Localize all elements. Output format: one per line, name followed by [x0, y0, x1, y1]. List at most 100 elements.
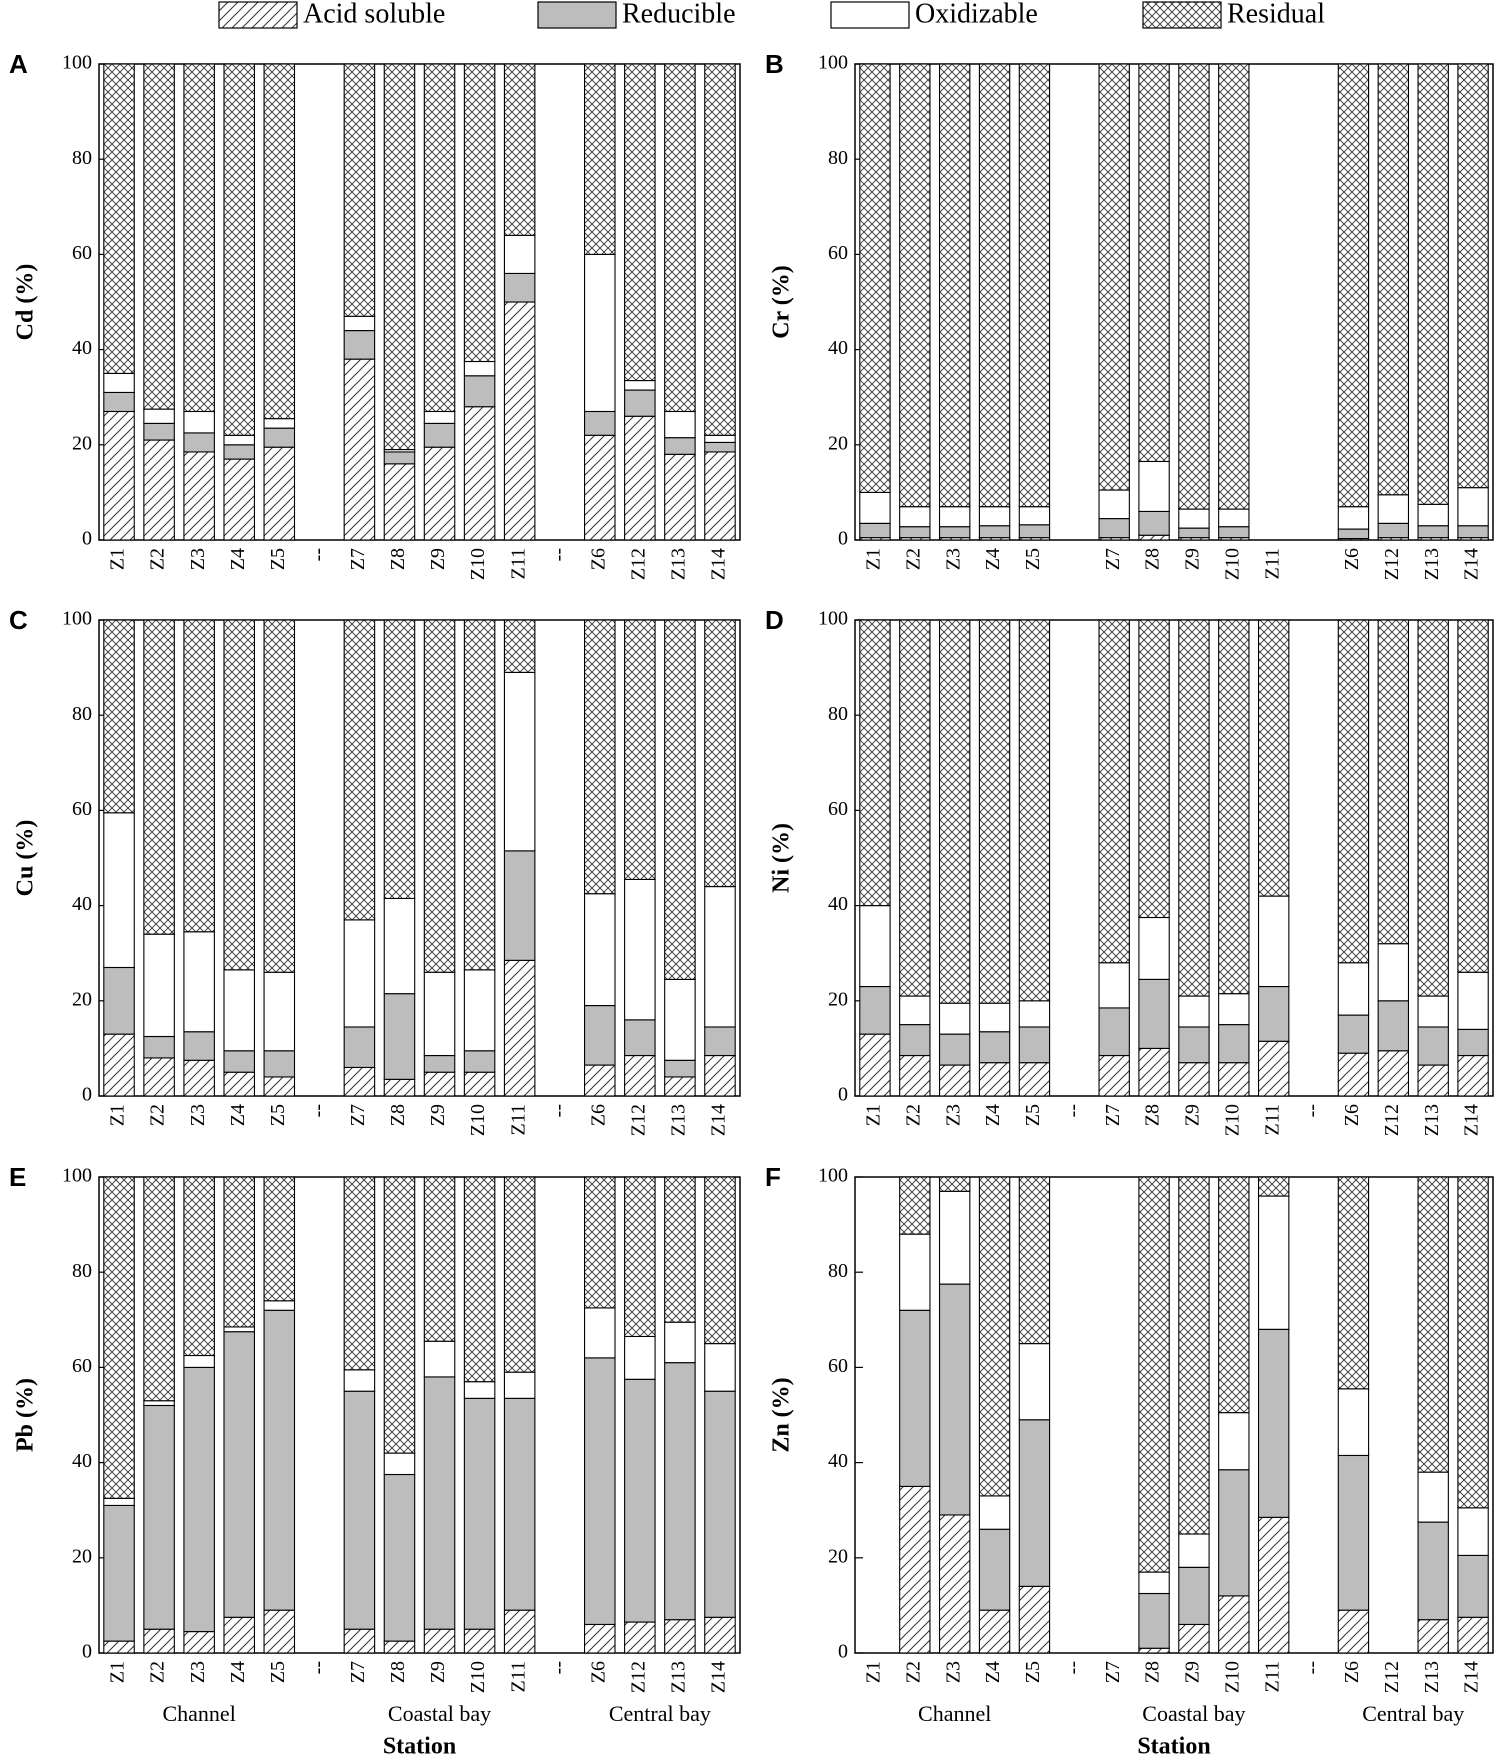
bar-segment [1138, 916, 1170, 980]
bar-segment [503, 619, 536, 673]
y-tick-label: 60 [72, 1355, 92, 1377]
x-tick-label: Z7 [1102, 1661, 1124, 1683]
bar-segment [978, 525, 1011, 539]
bar-segment [1257, 1176, 1290, 1197]
bar-segment [1218, 1412, 1250, 1471]
bar-segment [263, 418, 296, 429]
bar-segment [463, 1397, 496, 1630]
bar-segment [423, 1376, 456, 1630]
x-tick-label: Z14 [1461, 548, 1483, 580]
x-tick-label: Z11 [507, 1661, 529, 1692]
y-tick-label: 40 [72, 1450, 92, 1472]
bar-segment [183, 1366, 215, 1633]
bar-segment [423, 1628, 456, 1654]
bar-segment [1018, 1585, 1051, 1654]
x-tick-label: Z12 [627, 1661, 649, 1693]
bar-segment [343, 63, 376, 317]
bar-segment [463, 406, 496, 541]
bar-segment [383, 463, 416, 541]
x-tick-label: -- [307, 1104, 329, 1117]
bar-segment [1018, 1176, 1051, 1345]
bar-segment [1218, 1469, 1250, 1597]
bar-segment [899, 1054, 931, 1097]
bar-segment [1337, 1176, 1370, 1390]
x-tick-label: Z3 [187, 1661, 209, 1683]
x-tick-label: Z10 [467, 548, 489, 580]
bar-segment [1337, 1014, 1370, 1054]
bar-segment [938, 619, 971, 1004]
bar-segment [1138, 1571, 1170, 1595]
bar-segment [503, 1371, 536, 1399]
x-tick-label: Z11 [1261, 1661, 1283, 1692]
bar-segment [1178, 1533, 1210, 1568]
bar-segment [1377, 943, 1410, 1002]
bar-segment [1018, 1419, 1051, 1587]
bar-segment [263, 1176, 296, 1302]
y-tick-label: 0 [82, 1641, 92, 1663]
bar-segment [1377, 1050, 1410, 1097]
bar-segment [103, 1033, 135, 1097]
bar-segment [1377, 494, 1410, 524]
bar-segment [223, 1071, 255, 1097]
bar-segment [584, 1176, 616, 1309]
bar-segment [183, 432, 215, 453]
bar-segment [1337, 1454, 1370, 1611]
x-tick-label: Z9 [1182, 548, 1204, 570]
bar-segment [938, 1190, 971, 1285]
bar-segment [423, 422, 456, 448]
bar-segment [423, 410, 456, 424]
bar-segment [938, 1176, 971, 1192]
bar-segment [1417, 503, 1449, 527]
bar-segment [263, 619, 296, 973]
bar-segment [463, 63, 496, 363]
bar-segment [1218, 993, 1250, 1026]
bar-segment [584, 1005, 616, 1066]
bar-segment [463, 969, 496, 1052]
bar-segment [223, 1331, 255, 1618]
bar-segment [624, 415, 656, 541]
x-tick-label: Z7 [347, 1104, 369, 1126]
bar-segment [859, 63, 891, 493]
panel-label: A [9, 49, 28, 79]
bar-segment [624, 878, 656, 1021]
bar-segment [103, 391, 135, 413]
plot-frame [98, 63, 741, 541]
bar-segment [1018, 63, 1051, 508]
bar-segment [664, 1321, 696, 1364]
bar-segment [183, 410, 215, 434]
bar-segment [1337, 1388, 1370, 1457]
bar-segment [899, 506, 931, 528]
group-label: Channel [162, 1701, 235, 1726]
bar-segment [1457, 971, 1489, 1030]
x-tick-label: Z14 [1461, 1661, 1483, 1693]
bar-segment [103, 1640, 135, 1654]
x-tick-label: Z2 [902, 548, 924, 570]
bar-segment [899, 1024, 931, 1057]
bar-segment [383, 1176, 416, 1454]
bar-segment [103, 410, 135, 541]
y-axis-label: Pb (%) [13, 1378, 39, 1452]
bar-segment [143, 439, 175, 541]
bar-segment [223, 434, 255, 446]
x-tick-label: Z5 [267, 548, 289, 570]
bar-segment [1018, 1000, 1051, 1028]
bar-segment [704, 1054, 736, 1097]
bar-segment [1337, 1052, 1370, 1097]
x-tick-label: Z9 [427, 548, 449, 570]
x-tick-label: Z4 [982, 548, 1004, 570]
bar-segment [263, 427, 296, 448]
bar-segment [899, 619, 931, 997]
bar-segment [343, 619, 376, 921]
x-tick-label: Z9 [427, 1104, 449, 1126]
bar-segment [624, 1176, 656, 1338]
y-tick-label: 40 [828, 337, 848, 359]
panel-label: C [9, 605, 28, 635]
bar-segment [143, 63, 175, 410]
bar-segment [103, 372, 135, 393]
bar-segment [1098, 63, 1130, 491]
bar-segment [1457, 1616, 1489, 1654]
y-tick-label: 0 [838, 1084, 848, 1106]
bar-segment [263, 1609, 296, 1654]
y-tick-label: 80 [828, 147, 848, 169]
x-axis-label: Station [1137, 1734, 1210, 1760]
